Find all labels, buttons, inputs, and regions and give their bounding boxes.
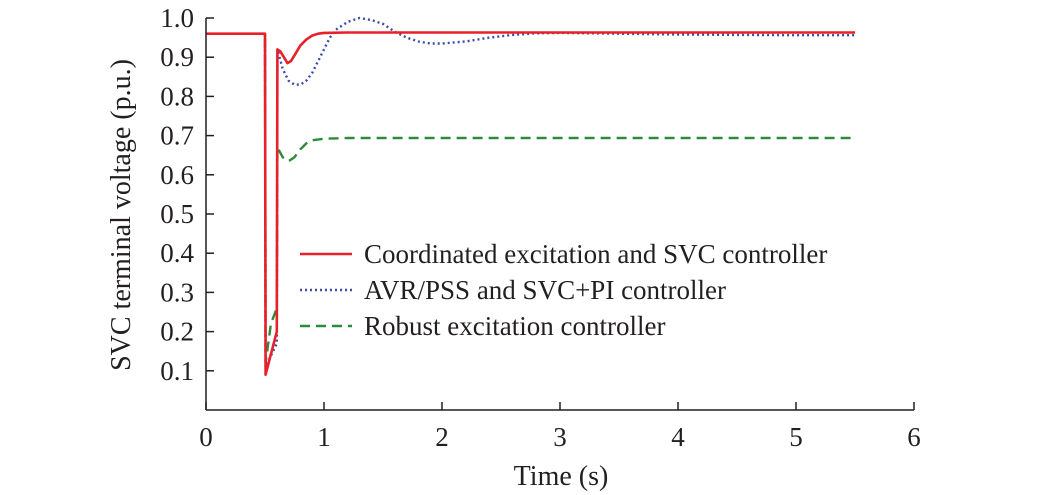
y-tick-label: 0.1 [160, 356, 194, 386]
y-tick-label: 0.8 [160, 81, 194, 111]
y-tick-label: 0.4 [160, 238, 194, 268]
y-axis-title: SVC terminal voltage (p.u.) [106, 59, 137, 371]
y-tick-label: 1.0 [160, 3, 194, 33]
ticks-layer: 0 1 2 3 4 5 6 0.1 0.2 0.3 0.4 0.5 0.6 0.7 0.8 0.9 1.0 [160, 3, 921, 452]
x-tick-label: 3 [553, 422, 567, 452]
x-tick-label: 5 [789, 422, 803, 452]
x-tick-label: 2 [435, 422, 449, 452]
y-tick-label: 0.3 [160, 277, 194, 307]
y-tick-label: 0.2 [160, 317, 194, 347]
x-tick-label: 1 [317, 422, 331, 452]
series-line [206, 31, 855, 376]
legend-label: Robust excitation controller [364, 311, 665, 341]
series-line [206, 32, 855, 365]
axes-layer [205, 18, 914, 411]
y-tick-label: 0.5 [160, 199, 194, 229]
legend: Coordinated excitation and SVC controlle… [300, 239, 827, 341]
y-tick-label: 0.6 [160, 160, 194, 190]
x-axis-title: Time (s) [514, 461, 609, 492]
y-tick-label: 0.9 [160, 42, 194, 72]
x-tick-label: 6 [907, 422, 921, 452]
legend-label: AVR/PSS and SVC+PI controller [364, 275, 726, 305]
y-tick-label: 0.7 [160, 121, 194, 151]
series-layer [206, 16, 855, 376]
legend-label: Coordinated excitation and SVC controlle… [364, 239, 827, 269]
x-tick-label: 0 [199, 422, 213, 452]
x-tick-label: 4 [671, 422, 685, 452]
